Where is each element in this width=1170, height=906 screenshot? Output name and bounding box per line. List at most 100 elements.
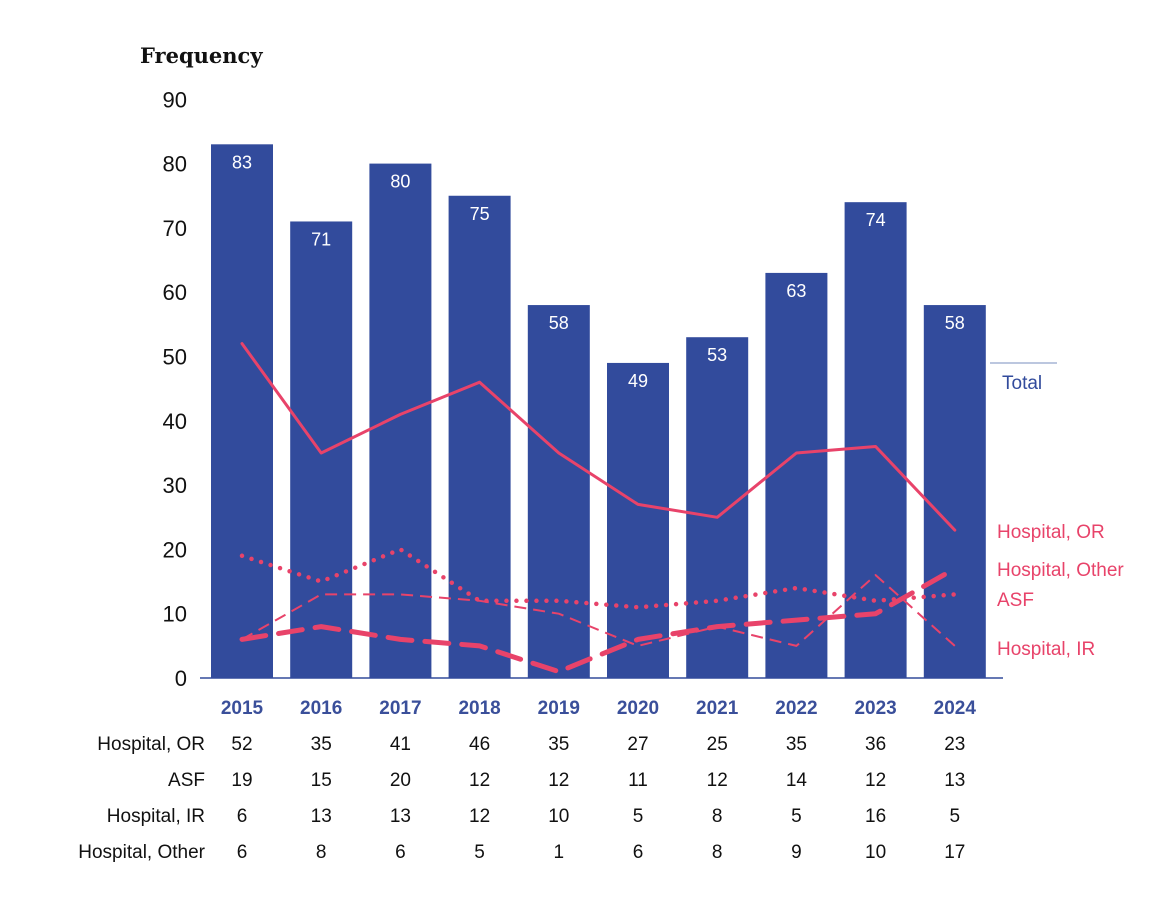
table-cell: 6 — [237, 842, 248, 863]
total-bar-value: 58 — [945, 313, 965, 333]
total-bar-value: 75 — [470, 204, 490, 224]
total-bars — [211, 144, 986, 679]
table-cell: 13 — [311, 806, 332, 827]
total-bar-value: 83 — [232, 152, 252, 172]
table-cell: 27 — [627, 734, 648, 755]
table-cell: 35 — [548, 734, 569, 755]
legend-label: Hospital, IR — [997, 639, 1095, 660]
legend-label: Hospital, OR — [997, 522, 1105, 543]
table-cell: 46 — [469, 734, 490, 755]
total-bar-value: 49 — [628, 371, 648, 391]
y-tick-label: 70 — [163, 216, 187, 241]
total-bar-value: 80 — [390, 172, 410, 192]
total-bar — [686, 337, 749, 678]
series-line-asf — [239, 547, 958, 610]
table-cell: 10 — [548, 806, 569, 827]
legend-label: ASF — [997, 590, 1034, 611]
table-cell: 1 — [554, 842, 565, 863]
x-tick-label: 2021 — [696, 698, 739, 719]
series-line-hospital-or — [240, 342, 957, 532]
table-cell: 19 — [231, 770, 252, 791]
table-cell: 12 — [469, 806, 490, 827]
table-cell: 12 — [469, 770, 490, 791]
legend-label: Hospital, Other — [997, 560, 1124, 581]
y-tick-label: 40 — [163, 409, 187, 434]
table-cell: 13 — [944, 770, 965, 791]
table-cell: 5 — [791, 806, 802, 827]
table-cell: 5 — [633, 806, 644, 827]
total-bar — [607, 362, 669, 678]
table-cell: 6 — [633, 842, 644, 863]
y-tick-label: 50 — [163, 345, 187, 370]
table-cell: 6 — [395, 842, 406, 863]
series-line-hospital-other — [239, 566, 958, 675]
x-tick-label: 2015 — [221, 698, 264, 719]
y-tick-label: 20 — [163, 537, 187, 562]
total-bar-value: 53 — [707, 345, 727, 365]
y-tick-label: 60 — [163, 280, 187, 305]
table-cell: 8 — [712, 842, 723, 863]
table-cell: 12 — [707, 770, 728, 791]
total-bar — [923, 305, 986, 678]
y-tick-label: 10 — [163, 602, 187, 627]
total-bar-value: 63 — [786, 281, 806, 301]
table-cell: 12 — [865, 770, 886, 791]
table-row-label: Hospital, OR — [97, 734, 205, 755]
table-cell: 41 — [390, 734, 411, 755]
table-cell: 15 — [311, 770, 332, 791]
table-cell: 5 — [950, 806, 961, 827]
total-bar — [527, 305, 590, 678]
x-tick-label: 2017 — [379, 698, 421, 719]
y-axis-ticks: 0 10 20 30 40 50 60 70 80 90 — [163, 87, 187, 691]
y-axis-title: Frequency — [140, 43, 263, 68]
table-cell: 23 — [944, 734, 965, 755]
table-row-label: Hospital, Other — [78, 842, 205, 863]
total-bar-value: 74 — [866, 210, 886, 230]
total-bar-labels: 83 71 80 75 58 49 53 63 74 58 — [232, 152, 965, 391]
table-row-label: ASF — [168, 770, 205, 791]
total-bar — [290, 221, 353, 678]
table-cell: 13 — [390, 806, 411, 827]
total-bar — [844, 202, 907, 678]
table-cell: 35 — [786, 734, 807, 755]
table-cell: 52 — [231, 734, 252, 755]
table-cell: 11 — [628, 770, 648, 791]
total-bar — [369, 163, 432, 679]
x-tick-label: 2023 — [854, 698, 896, 719]
series-line-hospital-ir — [241, 574, 956, 647]
series-lines — [239, 342, 958, 675]
x-tick-label: 2016 — [300, 698, 342, 719]
table-cell: 8 — [712, 806, 723, 827]
x-axis-year-labels: 2015 2016 2017 2018 2019 2020 2021 2022 2023 2024 — [221, 698, 977, 719]
table-cell: 10 — [865, 842, 886, 863]
table-row-label: Hospital, IR — [107, 806, 205, 827]
table-cell: 14 — [786, 770, 808, 791]
total-bar — [211, 144, 273, 678]
y-tick-label: 80 — [163, 152, 187, 177]
total-bar — [765, 272, 828, 678]
table-cell: 17 — [944, 842, 965, 863]
y-tick-label: 30 — [163, 473, 187, 498]
x-tick-label: 2019 — [538, 698, 580, 719]
x-tick-label: 2018 — [458, 698, 500, 719]
table-cell: 6 — [237, 806, 248, 827]
legend-label-total: Total — [1002, 373, 1042, 394]
x-tick-label: 2020 — [617, 698, 659, 719]
table-cell: 9 — [791, 842, 802, 863]
table-cell: 5 — [474, 842, 485, 863]
table-cell: 16 — [865, 806, 886, 827]
series-legend: Total Hospital, OR ASF Hospital, IR Hospital… — [990, 362, 1124, 660]
table-cell: 36 — [865, 734, 886, 755]
y-tick-label: 0 — [175, 666, 187, 691]
total-bar — [448, 195, 511, 678]
total-bar-value: 71 — [311, 229, 331, 249]
table-cell: 8 — [316, 842, 327, 863]
table-cell: 25 — [707, 734, 728, 755]
total-bar-value: 58 — [549, 313, 569, 333]
table-cell: 12 — [548, 770, 569, 791]
table-cell: 20 — [390, 770, 411, 791]
table-cell: 35 — [311, 734, 332, 755]
y-tick-label: 90 — [163, 87, 187, 112]
